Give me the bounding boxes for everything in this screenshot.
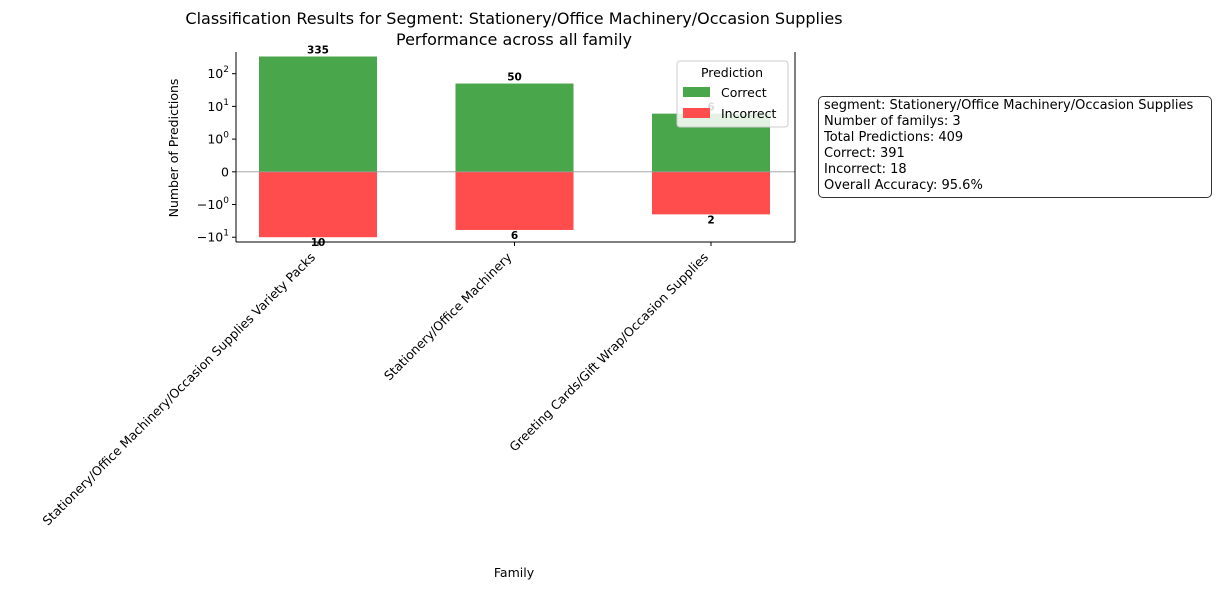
y-tick-label-5: −101	[197, 229, 229, 245]
y-tick-label-2: 100	[207, 131, 229, 147]
bar-incorrect-1	[455, 171, 574, 230]
summary-stats-box: segment: Stationery/Office Machinery/Occ…	[818, 96, 1212, 198]
stats-incorrect: Incorrect: 18	[824, 162, 907, 177]
y-tick-label-3: 0	[221, 164, 229, 179]
data-label-correct-0: 335	[307, 45, 329, 57]
x-tick-label-0: Stationery/Office Machinery/Occasion Sup…	[39, 250, 318, 529]
legend-swatch-incorrect	[683, 108, 710, 118]
stats-accuracy: Overall Accuracy: 95.6%	[824, 178, 983, 193]
y-tick-label-1: 101	[207, 98, 229, 114]
legend-swatch-correct	[683, 87, 710, 97]
stats-correct: Correct: 391	[824, 146, 905, 161]
legend-label-incorrect: Incorrect	[721, 106, 776, 121]
data-label-correct-1: 50	[507, 72, 522, 84]
stats-segment: segment: Stationery/Office Machinery/Occ…	[824, 98, 1194, 113]
y-axis-label: Number of Predictions	[166, 79, 181, 218]
bar-correct-0	[259, 56, 377, 172]
bar-correct-1	[455, 83, 574, 172]
data-label-incorrect-1: 6	[511, 230, 518, 242]
y-tick-label-0: 102	[207, 65, 229, 81]
x-tick-label-2: Greeting Cards/Gift Wrap/Occasion Suppli…	[506, 250, 711, 455]
x-tick-label-1: Stationery/Office Machinery	[381, 249, 515, 383]
stats-family-count: Number of familys: 3	[824, 114, 961, 129]
legend-label-correct: Correct	[721, 85, 767, 100]
stats-total: Total Predictions: 409	[824, 130, 964, 145]
y-tick-label-4: −100	[197, 196, 229, 212]
bar-incorrect-0	[259, 171, 377, 238]
x-axis-label: Family	[494, 565, 535, 580]
data-label-incorrect-2: 2	[707, 214, 714, 226]
legend-title: Prediction	[701, 65, 763, 80]
chart-title: Classification Results for Segment: Stat…	[185, 9, 842, 28]
legend: Prediction Correct Incorrect	[676, 60, 789, 128]
chart-subtitle: Performance across all family	[396, 30, 632, 49]
bar-incorrect-2	[652, 171, 770, 215]
